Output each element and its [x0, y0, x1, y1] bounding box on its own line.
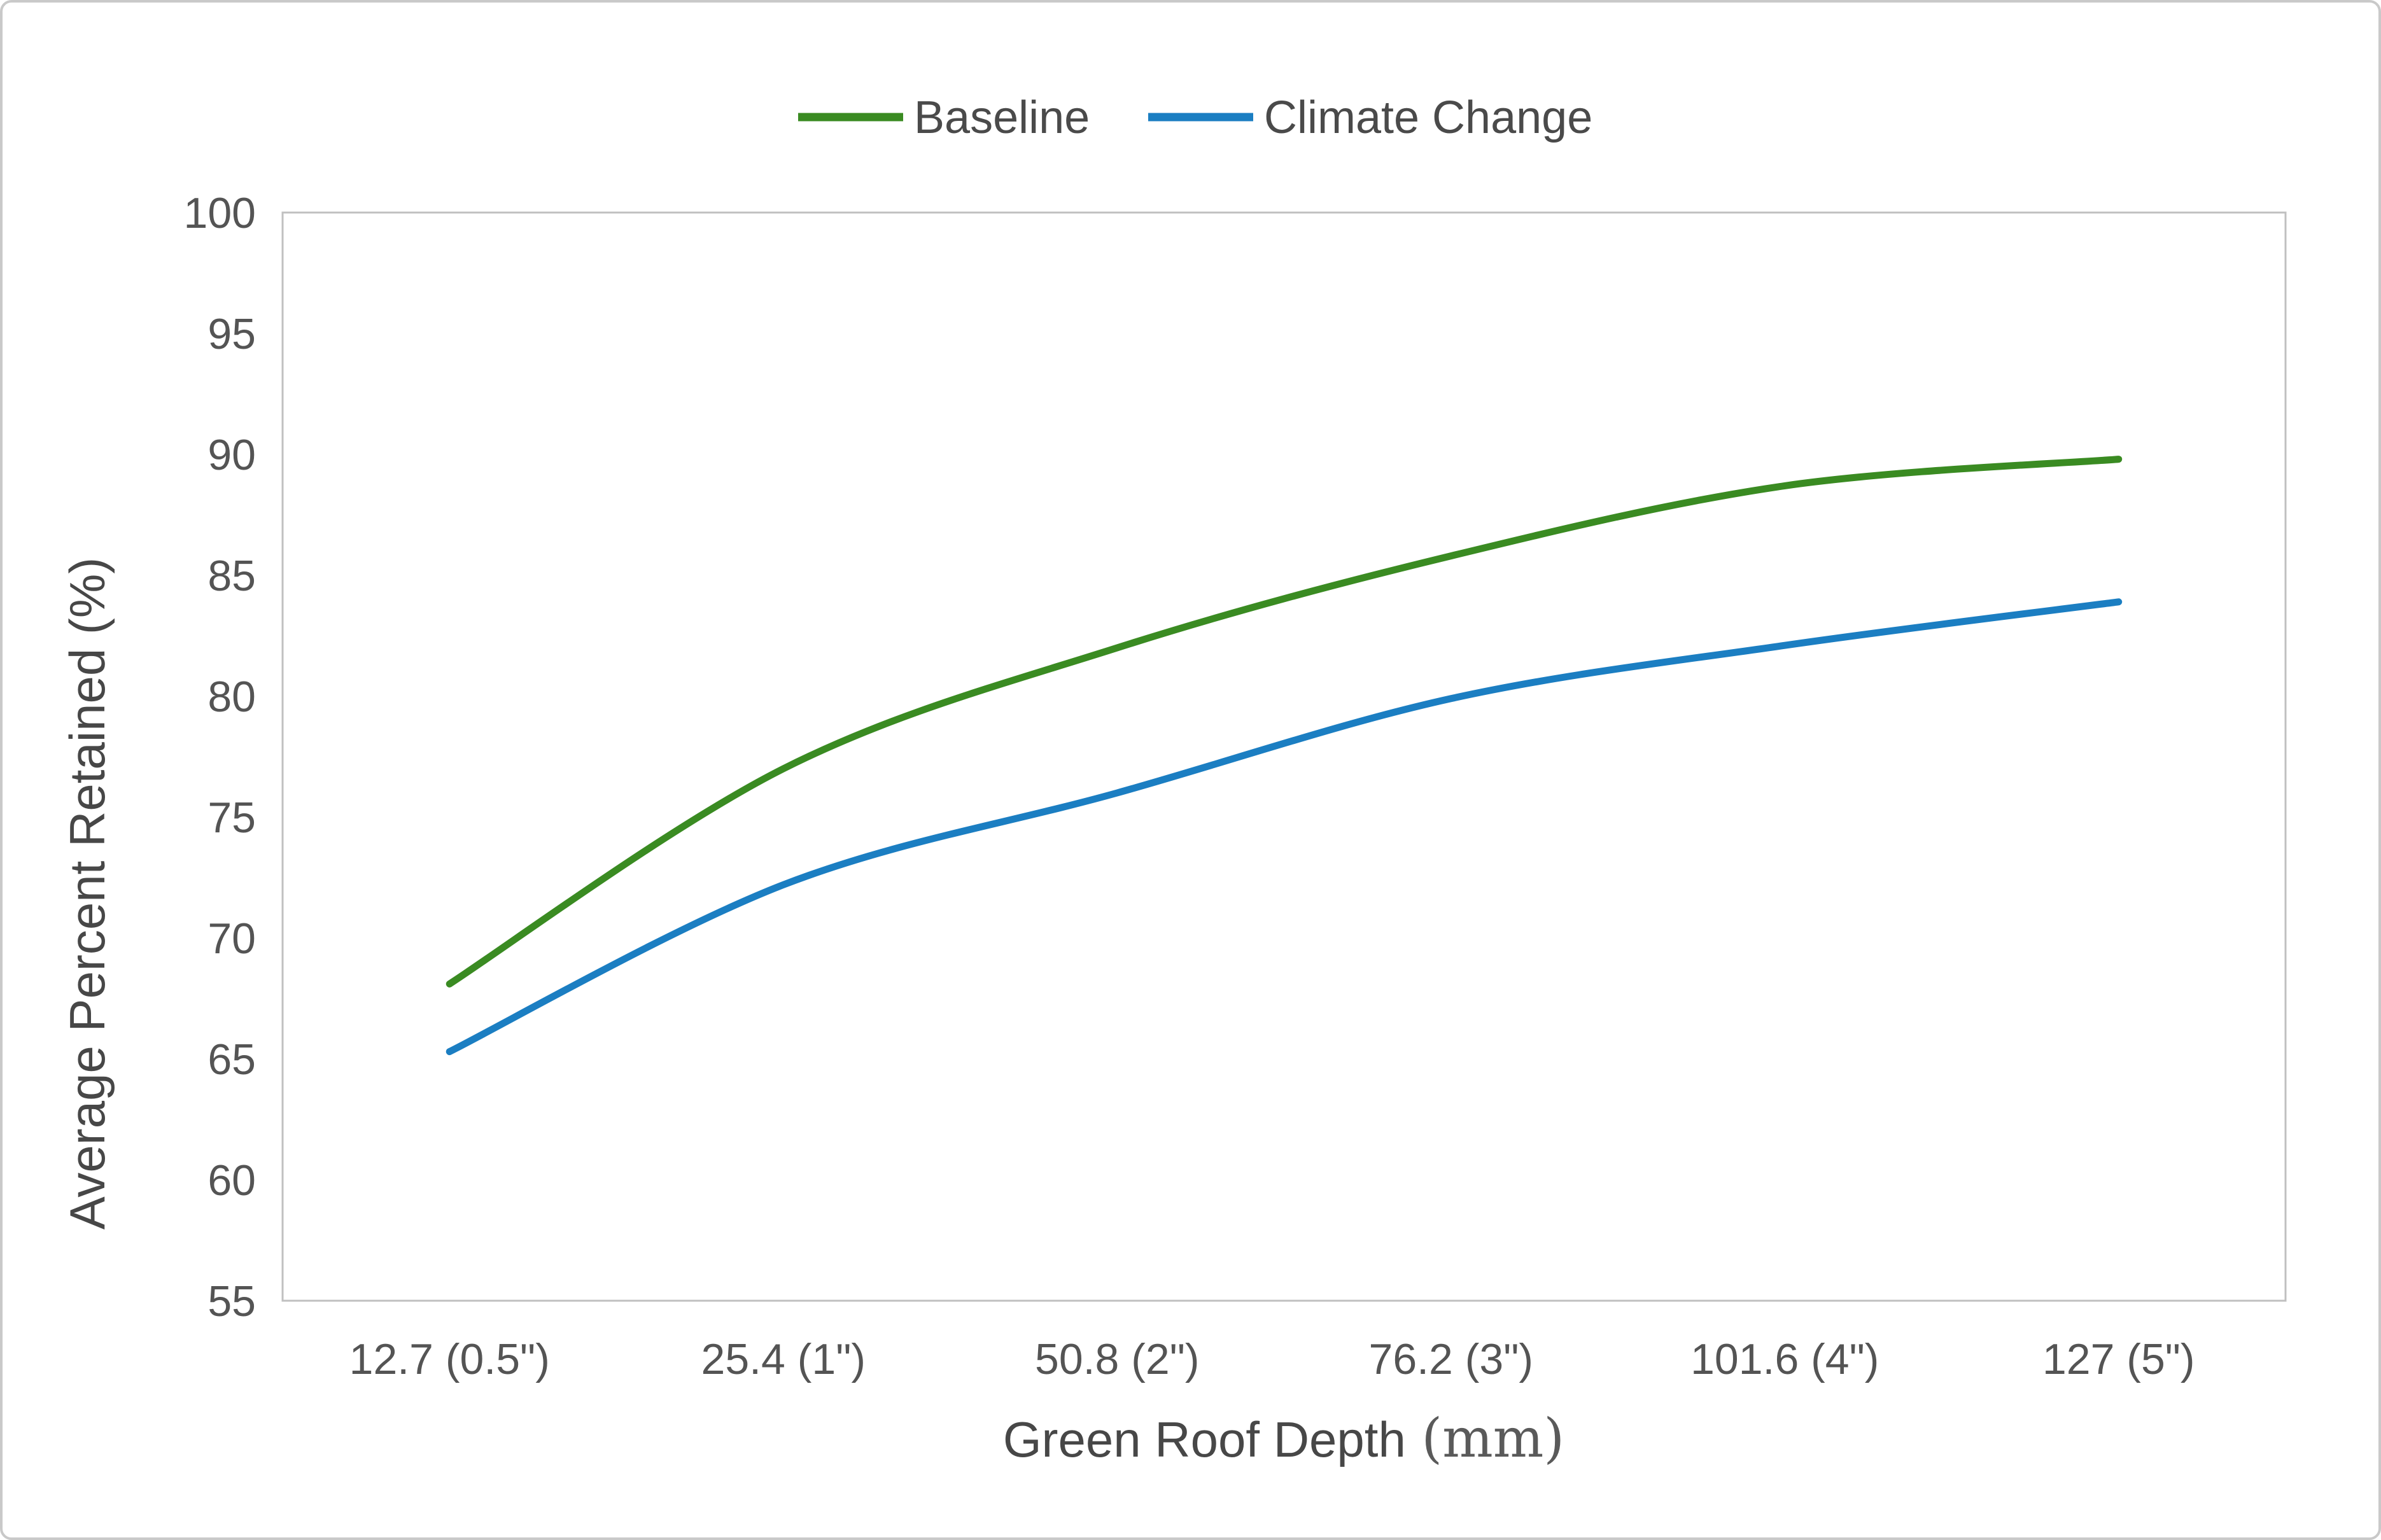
legend-label-baseline: Baseline [914, 92, 1090, 143]
x-axis-tick-labels: 12.7 (0.5") 25.4 (1") 50.8 (2") 76.2 (3") 10… [349, 1335, 2195, 1383]
x-axis-title-main: Green Roof Depth [1003, 1411, 1406, 1467]
y-tick-label-60: 60 [207, 1156, 256, 1205]
y-tick-label-70: 70 [207, 914, 256, 963]
y-tick-label-100: 100 [184, 189, 256, 237]
y-tick-label-95: 95 [207, 310, 256, 358]
x-tick-label-1: 25.4 (1") [701, 1335, 866, 1383]
x-tick-label-5: 127 (5") [2042, 1335, 2195, 1383]
y-tick-label-55: 55 [207, 1277, 256, 1326]
x-tick-label-4: 101.6 (4") [1690, 1335, 1879, 1383]
x-axis-title: Green Roof Depth (mm) [1003, 1407, 1564, 1469]
series-lines [446, 456, 2123, 1056]
series-line-baseline [446, 456, 2123, 988]
y-tick-label-85: 85 [207, 552, 256, 600]
y-axis-title: Average Percent Retained (%) [59, 557, 115, 1229]
legend-label-climate-change: Climate Change [1264, 92, 1592, 143]
series-line-climate-change [446, 598, 2123, 1056]
x-tick-label-0: 12.7 (0.5") [349, 1335, 550, 1383]
plot-area-border [281, 211, 2287, 1302]
line-chart: Baseline Climate Change 55 60 65 70 75 80 85 90… [59, 92, 2287, 1469]
x-axis-title-unit: (mm) [1421, 1407, 1564, 1469]
legend: Baseline Climate Change [798, 92, 1592, 143]
x-tick-label-2: 50.8 (2") [1035, 1335, 1200, 1383]
y-tick-label-65: 65 [207, 1035, 256, 1084]
x-tick-label-3: 76.2 (3") [1369, 1335, 1534, 1383]
y-tick-label-80: 80 [207, 673, 256, 721]
y-tick-label-75: 75 [207, 794, 256, 842]
y-axis-tick-labels: 55 60 65 70 75 80 85 90 95 100 [184, 189, 256, 1326]
y-tick-label-90: 90 [207, 431, 256, 479]
